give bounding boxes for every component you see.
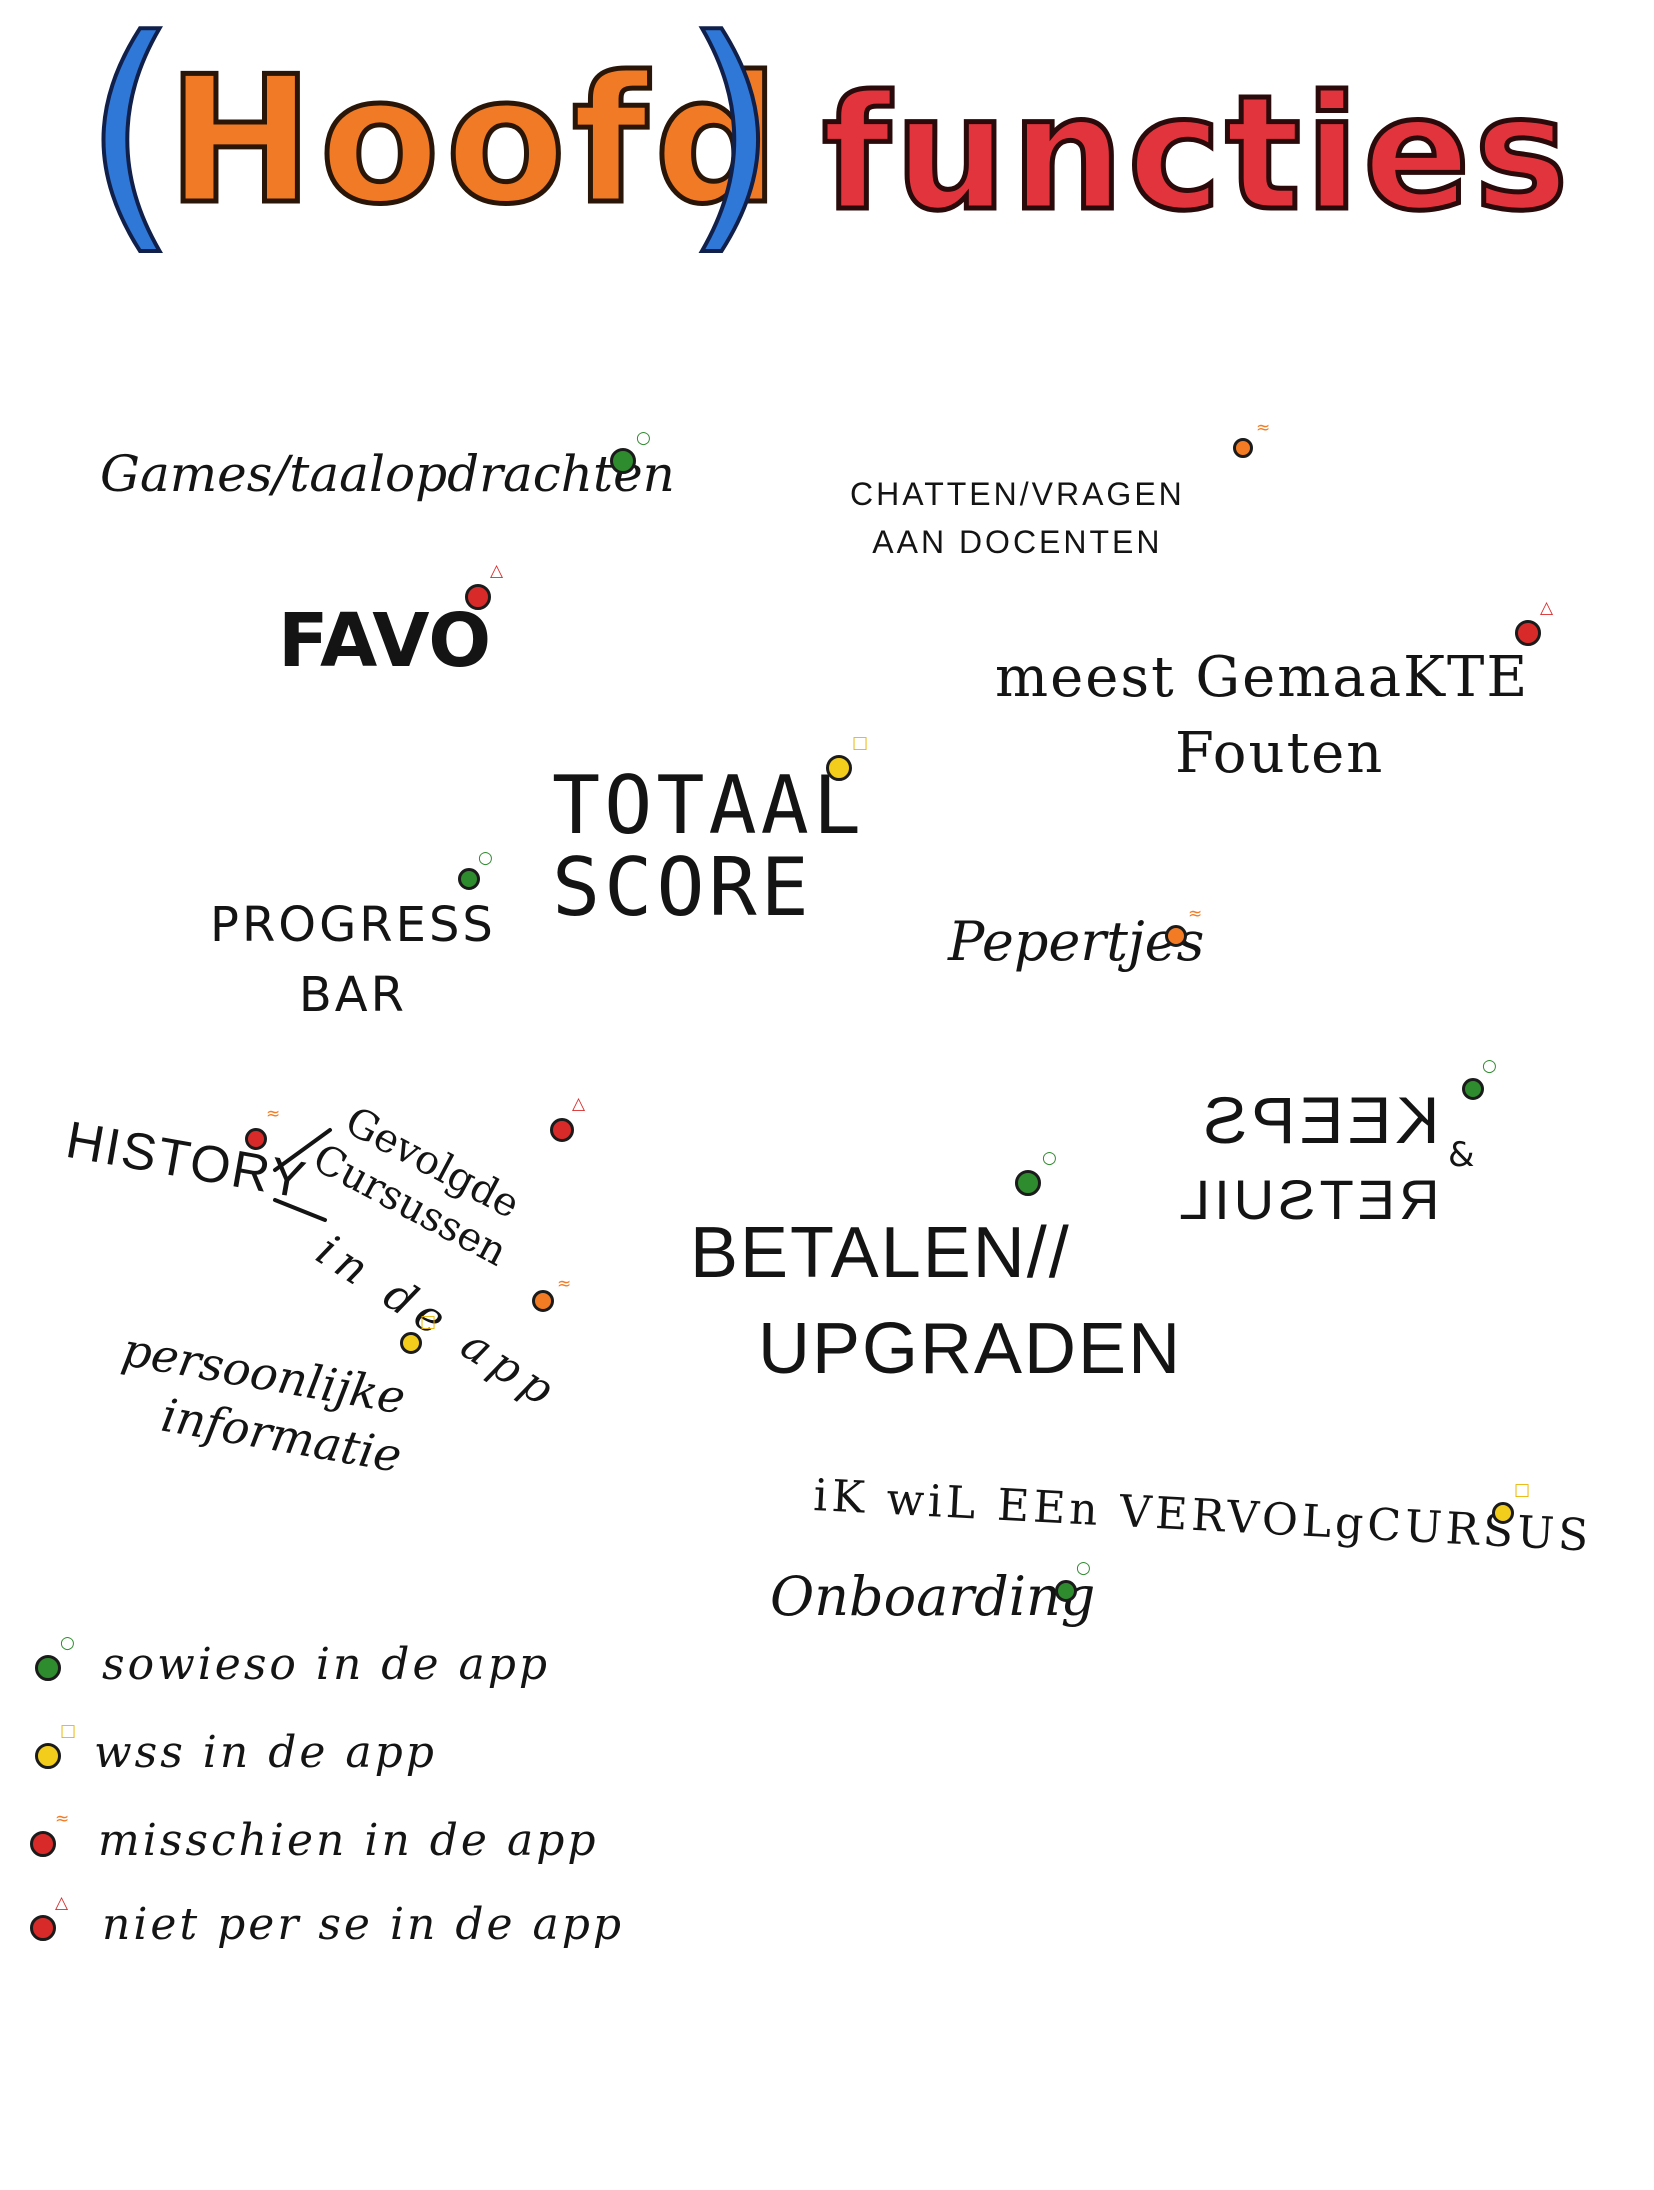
feature-favo-label: FAVO	[278, 598, 492, 684]
status-yellow-icon	[1492, 1502, 1514, 1524]
feature-games: Games/taalopdrachten	[100, 445, 675, 503]
feature-keeps-amp: &	[1448, 1135, 1475, 1175]
feature-chatten-line2: AAN DOCENTEN	[872, 524, 1163, 560]
status-yellow-mark-icon: □	[1514, 1480, 1531, 1500]
feature-keeps-line1: KEEPS	[1199, 1083, 1440, 1157]
legend-yellow-mark-icon: □	[60, 1721, 77, 1741]
status-yellow-mark-icon: □	[852, 733, 869, 753]
title-close-paren: )	[680, 0, 782, 279]
status-orange-mark-icon: ≈	[266, 1104, 281, 1124]
status-green-icon	[1055, 1580, 1077, 1602]
status-orange-icon	[1233, 438, 1253, 458]
feature-persoonlijke: persoonlijke informatie	[108, 1320, 416, 1485]
feature-keeps-line2: RETSUIL	[1175, 1168, 1440, 1231]
feature-vervolgcursus: iK wiL EEn VERVOLgCURSUS	[812, 1470, 1593, 1562]
feature-progress-line1: PROGRESS	[210, 897, 496, 953]
feature-keeps: KEEPS RETSUIL	[1175, 1080, 1440, 1240]
legend-orange-dot-icon	[30, 1831, 56, 1857]
feature-pepertjes: Pepertjes	[948, 910, 1204, 973]
status-yellow-mark-icon: □	[420, 1312, 437, 1332]
legend-green-mark-icon: ○	[60, 1633, 75, 1653]
feature-progress: PROGRESS BAR	[210, 890, 496, 1030]
history-branch-lines	[273, 1128, 332, 1222]
status-red-icon	[1515, 620, 1541, 646]
status-green-icon	[610, 448, 636, 474]
status-green-icon	[1015, 1170, 1041, 1196]
feature-totaal-line1: TOTAAL	[552, 759, 865, 852]
legend-green-dot-icon	[35, 1655, 61, 1681]
status-orange-icon	[532, 1290, 554, 1312]
legend-red-label: niet per se in de app	[102, 1899, 625, 1950]
legend-green-label: sowieso in de app	[102, 1639, 551, 1690]
status-green-icon	[458, 868, 480, 890]
feature-meest: meest GemaaKTE Fouten	[995, 640, 1529, 792]
feature-pepertjes-label: Pepertjes	[948, 910, 1205, 973]
legend-orange-mark-icon: ≈	[55, 1809, 70, 1829]
feature-meest-line1: meest GemaaKTE	[995, 645, 1530, 710]
feature-games-label: Games/taalopdrachten	[100, 445, 675, 503]
feature-betalen: BETALEN// UPGRADEN	[690, 1205, 1182, 1397]
status-orange-mark-icon: ≈	[1188, 904, 1203, 924]
status-red-mark-icon: △	[1540, 598, 1554, 618]
legend-yellow-label: wss in de app	[94, 1727, 437, 1778]
status-red-icon	[465, 584, 491, 610]
status-green-mark-icon: ○	[478, 848, 493, 868]
status-orange-mark-icon: ≈	[1256, 418, 1271, 438]
title-hoofd: Hoofd	[164, 38, 786, 246]
feature-chatten: CHATTEN/VRAGEN AAN DOCENTEN	[850, 470, 1185, 566]
status-yellow-icon	[826, 755, 852, 781]
feature-progress-line2: BAR	[298, 967, 407, 1023]
feature-totaal-line2: SCORE	[552, 841, 813, 934]
legend-red-dot-icon	[30, 1915, 56, 1941]
status-green-icon	[1462, 1078, 1484, 1100]
legend-red-mark-icon: △	[55, 1893, 69, 1913]
status-green-mark-icon: ○	[1076, 1558, 1091, 1578]
status-green-mark-icon: ○	[1042, 1148, 1057, 1168]
feature-onboarding: Onboarding	[770, 1565, 1095, 1628]
status-green-mark-icon: ○	[1482, 1056, 1497, 1076]
feature-meest-line2: Fouten	[1175, 721, 1385, 786]
status-orange-mark-icon: ≈	[557, 1274, 572, 1294]
legend-yellow-dot-icon	[35, 1743, 61, 1769]
status-orange-icon	[245, 1128, 267, 1150]
feature-betalen-line2: UPGRADEN	[758, 1309, 1183, 1389]
legend-orange-label: misschien in de app	[98, 1815, 599, 1866]
status-yellow-icon	[400, 1332, 422, 1354]
feature-onboarding-label: Onboarding	[770, 1565, 1096, 1628]
status-red-mark-icon: △	[490, 561, 504, 581]
feature-chatten-line1: CHATTEN/VRAGEN	[850, 476, 1185, 512]
feature-favo: FAVO	[278, 598, 491, 684]
status-orange-icon	[1165, 925, 1187, 947]
feature-betalen-line1: BETALEN//	[690, 1213, 1071, 1293]
title-functies: functies	[819, 60, 1573, 249]
status-red-icon	[550, 1118, 574, 1142]
feature-totaal: TOTAAL SCORE	[552, 765, 865, 929]
status-green-mark-icon: ○	[636, 428, 651, 448]
status-red-mark-icon: △	[572, 1094, 586, 1114]
feature-vervolgcursus-label: iK wiL EEn VERVOLgCURSUS	[812, 1470, 1594, 1562]
title-open-paren: (	[80, 0, 182, 279]
legend: ○ sowieso in de app □ wss in de app ≈ mi…	[20, 1605, 660, 1950]
